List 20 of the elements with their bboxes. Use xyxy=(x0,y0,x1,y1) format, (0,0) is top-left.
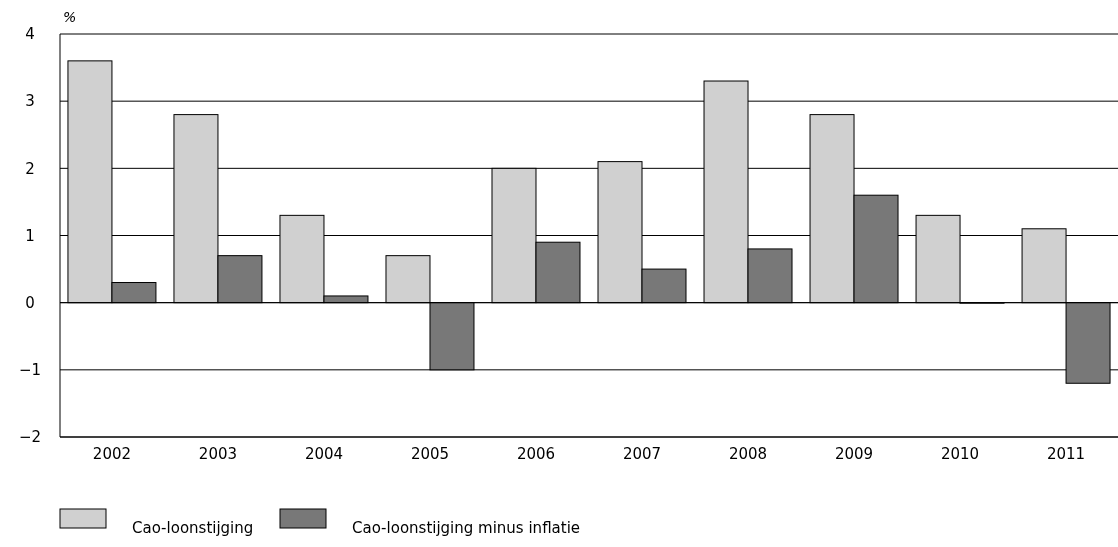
y-tick-label: 3 xyxy=(25,92,35,111)
x-tick-label: 2006 xyxy=(516,445,556,463)
legend-label: Cao-loonstijging minus inflatie xyxy=(352,519,581,537)
legend-label: Cao-loonstijging xyxy=(132,519,254,537)
y-tick-label: 1 xyxy=(25,226,35,245)
x-tick-label: 2002 xyxy=(92,445,132,463)
x-tick-label: 2007 xyxy=(622,445,662,463)
x-tick-label: 2004 xyxy=(304,445,344,463)
y-tick-label: 2 xyxy=(25,159,35,178)
x-tick-label: 2009 xyxy=(834,445,874,463)
y-tick-label: −2 xyxy=(18,428,42,447)
y-tick-label: −1 xyxy=(18,361,42,380)
y-tick-label: 4 xyxy=(25,25,35,44)
y-axis-title: % xyxy=(63,9,77,25)
x-tick-label: 2005 xyxy=(410,445,450,463)
x-tick-label: 2003 xyxy=(198,445,238,463)
x-tick-label: 2010 xyxy=(940,445,980,463)
y-tick-label: 0 xyxy=(25,293,35,312)
x-tick-label: 2011 xyxy=(1046,445,1086,463)
x-tick-label: 2008 xyxy=(728,445,768,463)
